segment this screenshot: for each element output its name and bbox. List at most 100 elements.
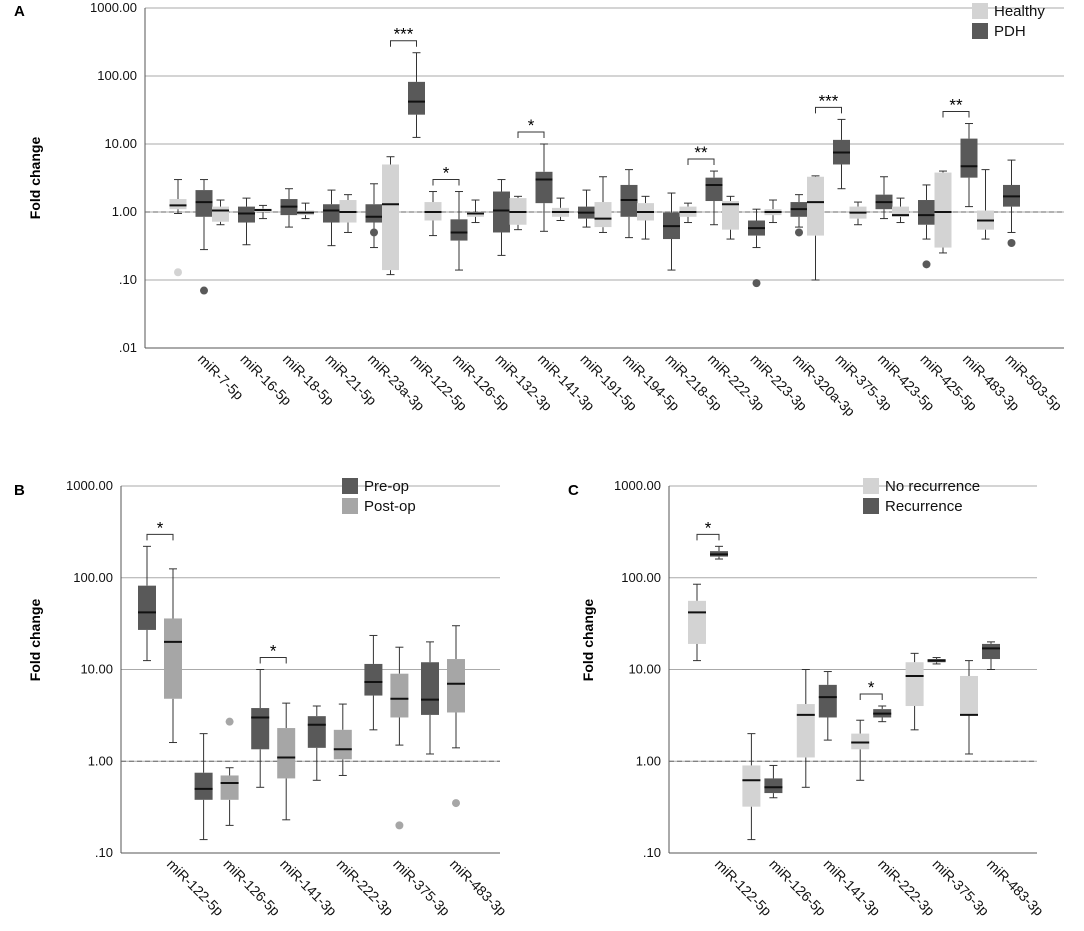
significance-bracket xyxy=(259,657,287,664)
significance-label: * xyxy=(443,164,450,183)
significance-bracket xyxy=(696,533,720,541)
y-tick-label: 1.00 xyxy=(112,204,137,219)
outlier-point xyxy=(1007,239,1016,248)
box-iqr xyxy=(195,190,213,217)
box-c-5-1 xyxy=(982,641,1000,670)
box-b-3-1 xyxy=(333,703,352,776)
box-c-3-0 xyxy=(851,719,870,781)
box-c-4-0 xyxy=(905,652,924,731)
legend-label: Pre-op xyxy=(364,478,409,495)
box-iqr xyxy=(169,199,187,210)
box-iqr xyxy=(982,643,1000,660)
y-axis-label: Fold change xyxy=(27,137,43,220)
x-tick-label: miR-141-3p xyxy=(821,856,884,919)
y-tick-label: 10.00 xyxy=(628,662,661,677)
box-a-14-1 xyxy=(790,194,808,237)
panel-letter: C xyxy=(568,482,579,499)
y-tick-label: .10 xyxy=(643,845,661,860)
box-a-12-0 xyxy=(679,202,697,224)
significance-marker: * xyxy=(259,642,287,664)
outlier-point xyxy=(922,260,931,269)
box-iqr xyxy=(277,728,296,779)
y-tick-label: .01 xyxy=(119,340,137,355)
box-iqr xyxy=(447,659,465,713)
legend-label: Post-op xyxy=(364,498,416,515)
box-iqr xyxy=(722,201,739,230)
box-a-6-1 xyxy=(450,191,468,271)
outlier-point xyxy=(370,228,378,237)
box-iqr xyxy=(807,176,824,236)
box-a-10-0 xyxy=(594,176,612,233)
panel-letter: A xyxy=(14,3,25,20)
box-a-13-0 xyxy=(722,195,739,240)
box-iqr xyxy=(323,204,340,223)
box-iqr xyxy=(851,733,870,750)
x-tick-label: miR-483-3p xyxy=(447,856,510,919)
x-tick-label: miR-375-3p xyxy=(929,856,992,919)
box-iqr xyxy=(688,600,706,644)
box-b-2-1 xyxy=(277,702,296,821)
box-iqr xyxy=(194,772,213,800)
legend-label: No recurrence xyxy=(885,478,980,495)
box-c-0-0 xyxy=(688,583,706,662)
outlier-point xyxy=(174,268,182,277)
box-a-1-0 xyxy=(212,199,229,226)
box-iqr xyxy=(742,765,761,807)
box-a-15-1 xyxy=(833,118,850,190)
box-a-18-0 xyxy=(934,170,952,254)
box-a-5-1 xyxy=(408,52,425,138)
box-a-15-0 xyxy=(807,175,824,281)
box-c-2-1 xyxy=(818,671,837,741)
y-axis-label: Fold change xyxy=(27,599,43,682)
significance-bracket xyxy=(432,179,460,186)
box-a-14-0 xyxy=(764,199,782,224)
box-iqr xyxy=(960,138,978,178)
box-a-12-1 xyxy=(705,170,723,226)
outlier-point xyxy=(452,799,460,808)
box-c-0-1 xyxy=(710,545,728,560)
box-iqr xyxy=(764,778,783,794)
y-tick-label: 1.00 xyxy=(88,753,113,768)
significance-bracket xyxy=(390,40,417,47)
legend-swatch xyxy=(972,23,988,39)
box-b-3-0 xyxy=(307,705,326,781)
box-a-9-0 xyxy=(552,197,569,221)
box-iqr xyxy=(450,219,468,241)
box-a-8-0 xyxy=(509,195,527,231)
significance-marker: *** xyxy=(815,91,842,114)
box-iqr xyxy=(408,81,425,115)
legend-swatch xyxy=(863,478,879,494)
box-a-17-0 xyxy=(892,197,909,224)
panel-c: C 1000.00 100.00 10.00 1.00 .10 Fold change miR… xyxy=(568,478,1047,919)
legend-label: Recurrence xyxy=(885,498,963,515)
box-a-7-1 xyxy=(493,179,510,256)
legend-label: Healthy xyxy=(994,3,1045,20)
box-a-17-1 xyxy=(918,184,935,269)
box-a-16-1 xyxy=(875,176,893,220)
box-a-9-1 xyxy=(578,189,595,228)
box-b-1-1 xyxy=(220,717,239,826)
y-tick-label: .10 xyxy=(95,845,113,860)
box-iqr xyxy=(164,618,182,699)
significance-bracket xyxy=(815,106,842,114)
x-tick-label: miR-141-3p xyxy=(277,856,340,919)
legend-swatch xyxy=(863,498,879,514)
legend-label: PDH xyxy=(994,23,1026,40)
box-iqr xyxy=(535,171,553,204)
box-a-13-1 xyxy=(748,208,765,288)
box-iqr xyxy=(594,202,612,228)
outlier-point xyxy=(795,228,803,237)
box-a-3-0 xyxy=(297,202,314,220)
box-iqr xyxy=(364,663,383,696)
box-c-4-1 xyxy=(927,657,946,665)
box-a-11-0 xyxy=(637,195,654,240)
box-a-18-1 xyxy=(960,123,978,208)
box-iqr xyxy=(905,662,924,707)
panel-letter: B xyxy=(14,482,25,499)
box-a-2-0 xyxy=(254,204,272,220)
box-a-19-0 xyxy=(977,169,994,240)
box-iqr xyxy=(365,204,383,223)
box-a-4-1 xyxy=(365,183,383,249)
significance-marker: * xyxy=(146,518,174,541)
